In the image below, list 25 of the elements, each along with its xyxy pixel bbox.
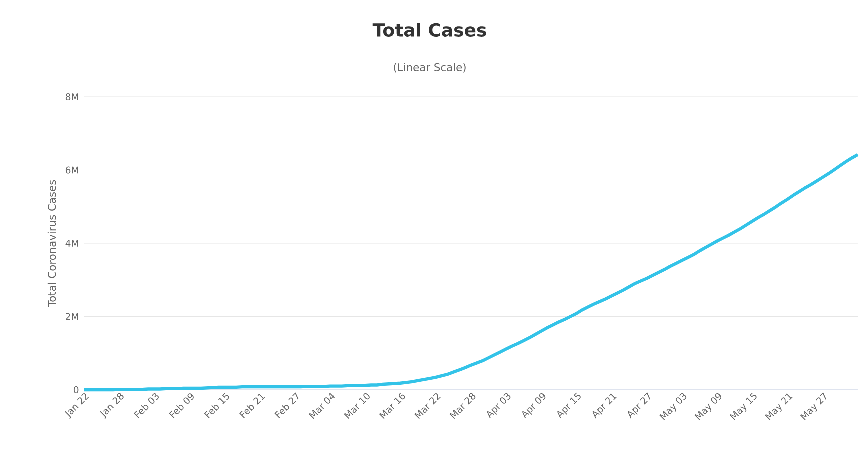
x-tick-label: Apr 09	[522, 393, 546, 419]
x-tick-label: Feb 03	[134, 393, 160, 418]
chart-subtitle: (Linear Scale)	[394, 63, 466, 73]
y-tick-label: 0	[74, 386, 79, 394]
x-tick-label: Feb 09	[169, 394, 194, 418]
x-tick-label: Apr 21	[592, 394, 617, 419]
x-tick-label: Mar 28	[450, 393, 476, 420]
x-tick-label: Feb 21	[240, 394, 266, 418]
x-tick-label: Mar 16	[379, 392, 406, 420]
x-tick-label: Jan 22	[65, 393, 90, 420]
x-tick-label: Apr 27	[628, 392, 650, 419]
x-tick-label: Mar 04	[309, 393, 336, 420]
x-tick-label: Apr 15	[557, 392, 581, 419]
x-tick-label: Mar 22	[414, 393, 441, 420]
y-tick-label: 2M	[66, 313, 78, 320]
y-tick-label: 8M	[66, 93, 78, 101]
x-tick-label: Feb 27	[274, 392, 299, 418]
x-tick-label: Jan 28	[100, 393, 124, 420]
y-tick-label: 6M	[66, 166, 78, 174]
chart-title: Total Cases	[372, 23, 486, 37]
x-tick-label: Apr 03	[487, 393, 511, 419]
x-tick-label: Mar 10	[344, 393, 370, 420]
y-axis-title: Total Coronavirus Cases	[48, 180, 56, 308]
y-tick-label: 4M	[66, 240, 78, 247]
x-tick-label: Feb 15	[204, 393, 230, 418]
